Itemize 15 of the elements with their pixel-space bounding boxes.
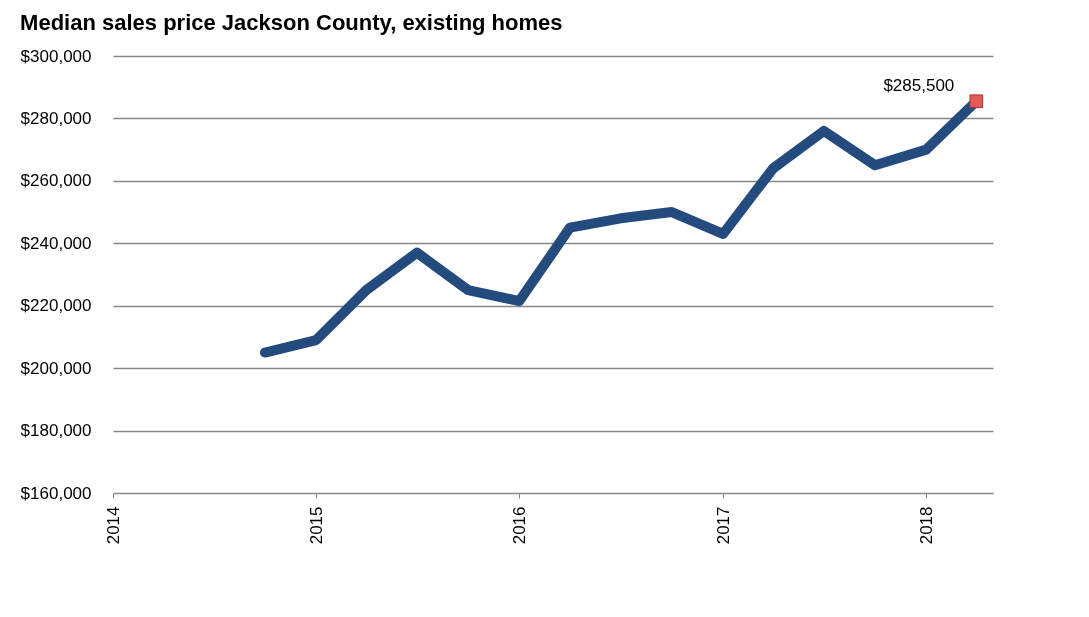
x-tick-label: 2014: [103, 506, 123, 545]
y-tick-label: $260,000: [20, 171, 92, 191]
x-tick-label: 2017: [713, 506, 733, 545]
y-tick-label: $160,000: [20, 483, 92, 503]
x-tick-label: 2018: [916, 506, 936, 545]
chart-title: Median sales price Jackson County, existing homes: [20, 10, 563, 35]
y-tick-label: $180,000: [20, 421, 92, 441]
y-tick-label: $300,000: [20, 46, 92, 66]
y-tick-label: $240,000: [20, 233, 92, 253]
annotation: $285,500: [883, 76, 955, 96]
x-tick-label: 2016: [509, 506, 529, 545]
y-tick-label: $280,000: [20, 108, 92, 128]
y-tick-label: $200,000: [20, 358, 92, 378]
y-tick-label: $220,000: [20, 296, 92, 316]
x-tick-label: 2015: [306, 506, 326, 545]
